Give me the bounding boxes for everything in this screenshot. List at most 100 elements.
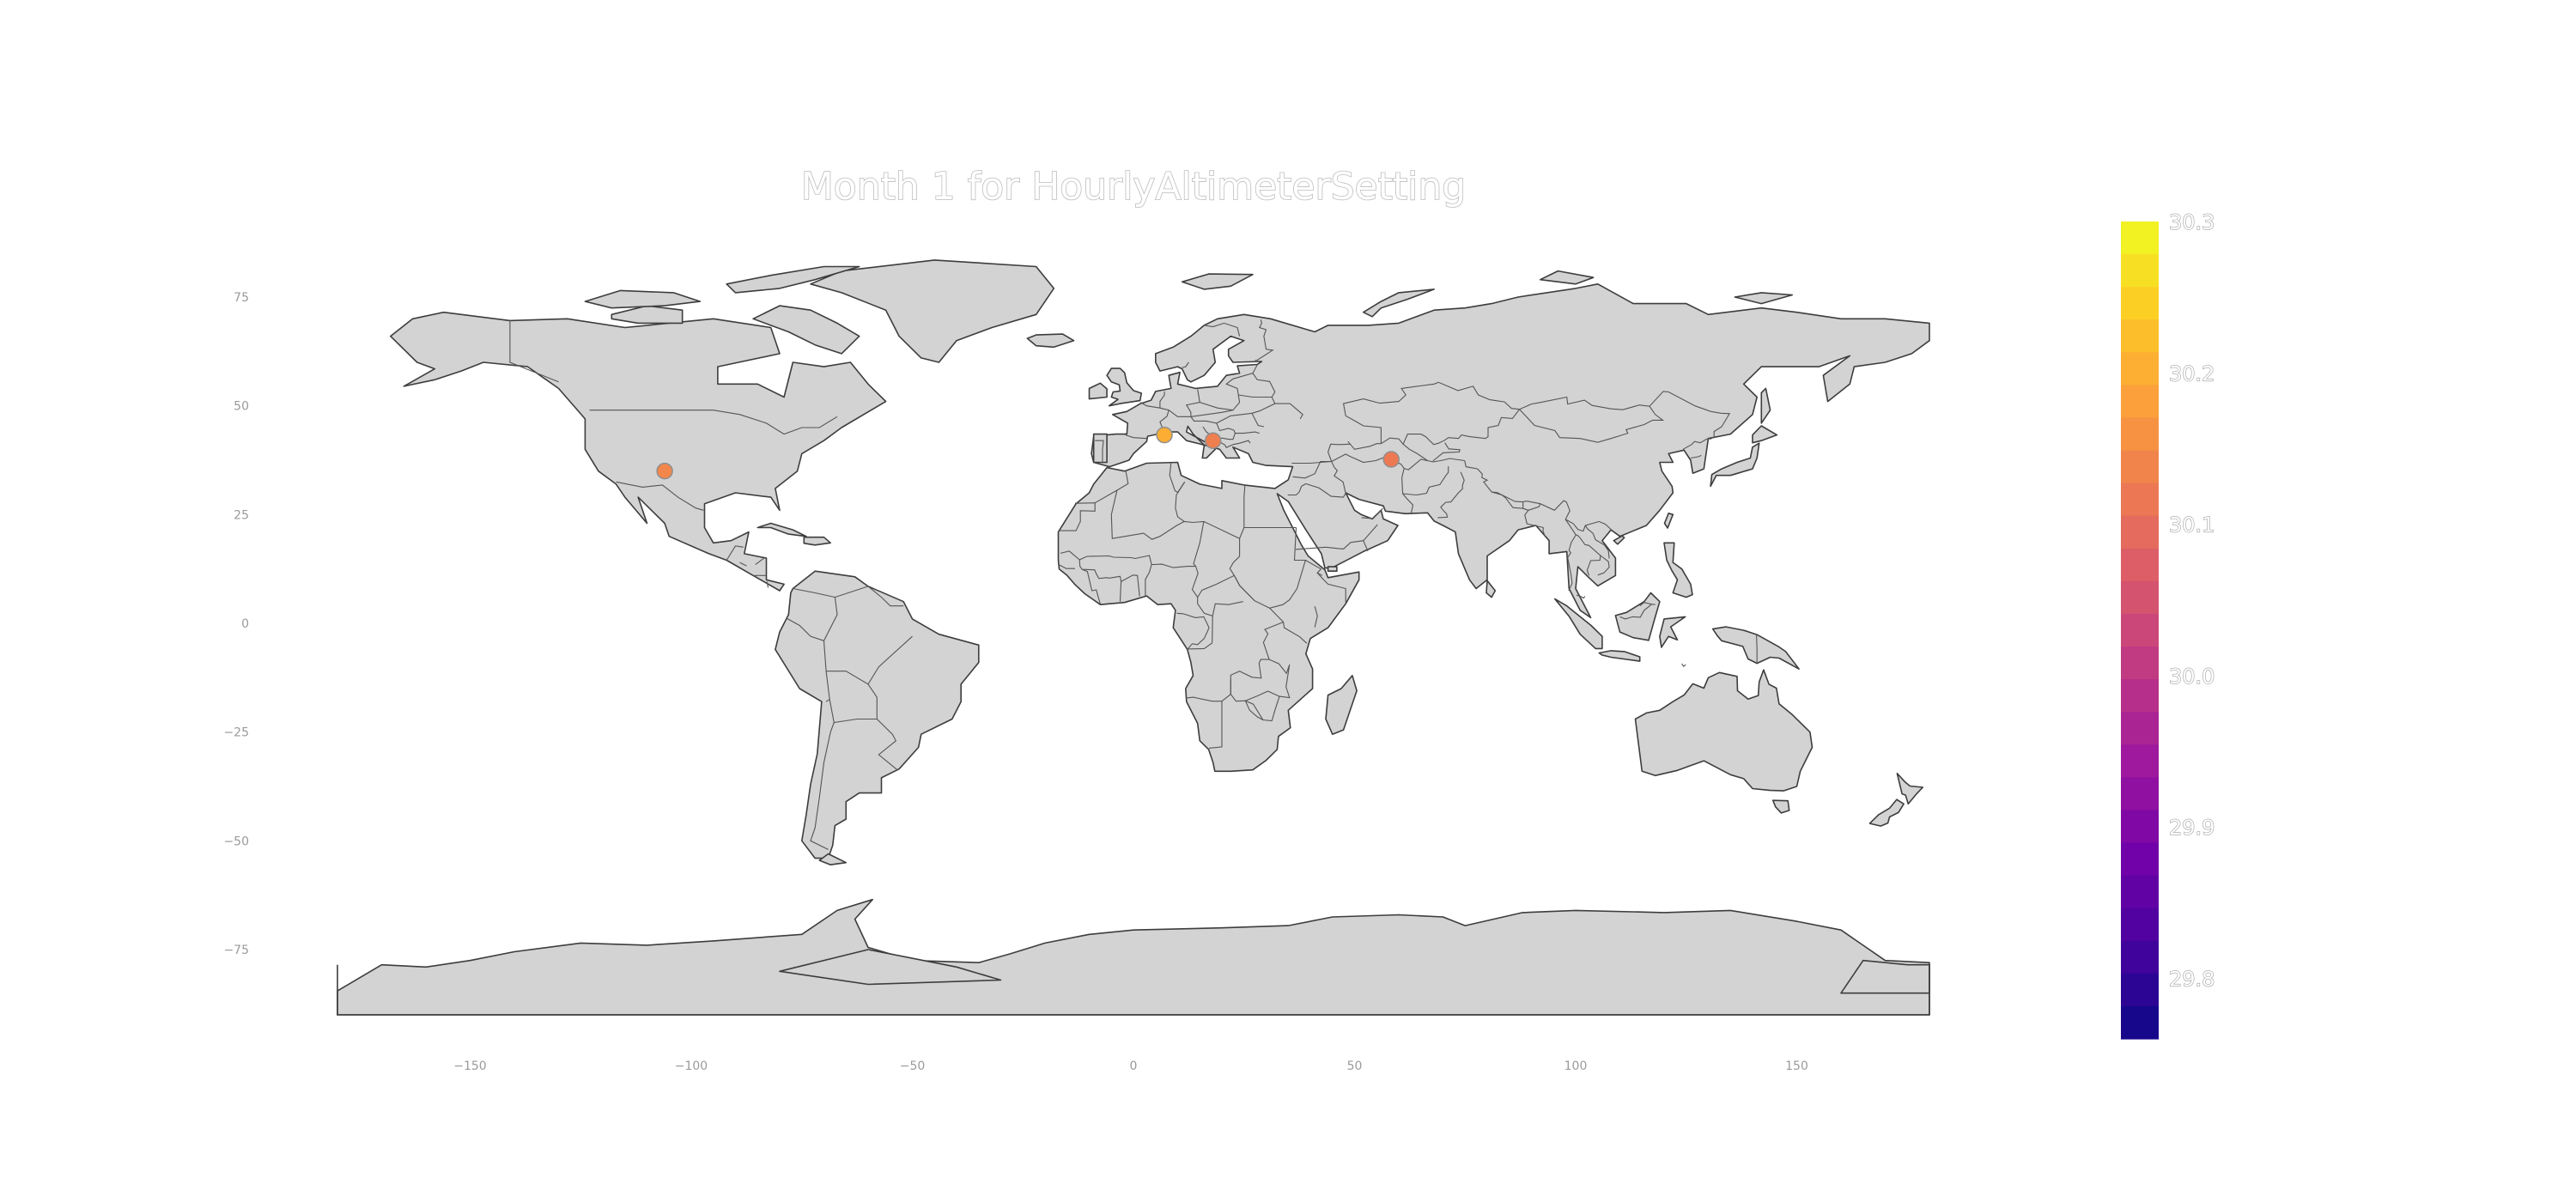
colorbar-band [2121,580,2159,615]
land-svalbard [1181,273,1254,290]
country-border-95 [1681,663,1686,668]
country-border-39 [1169,462,1186,494]
country-border-42 [1229,527,1307,609]
land-sulawesi [1659,616,1686,648]
land-taiwan [1663,513,1674,529]
country-border-65 [1287,483,1307,496]
colorbar-band [2121,908,2159,942]
country-border-64 [1305,483,1344,498]
country-border-32 [1252,373,1276,398]
land-novaya-zemlya [1363,288,1435,318]
country-border-35 [1255,319,1274,361]
y-tick-label: 50 [234,400,249,414]
colorbar-band [2121,319,2159,353]
land-arabian-sea-islands [1327,566,1338,572]
land-australia [1634,669,1814,792]
country-border-12 [829,699,878,724]
country-border-4 [739,562,747,567]
country-border-57 [1082,568,1101,604]
country-border-84 [1564,519,1601,576]
colorbar-tick-label: 30.2 [2169,361,2215,385]
country-border-75 [1402,409,1521,446]
country-border-46 [1185,679,1231,702]
country-border-50 [1176,612,1213,650]
country-border-18 [1125,434,1147,440]
country-border-92 [1756,634,1758,664]
country-border-78 [1519,405,1665,443]
land-sri-lanka [1485,580,1497,598]
country-border-8 [793,586,869,598]
colorbar-band [2121,777,2159,811]
country-border-58 [1305,560,1323,576]
land-madagascar [1325,675,1358,735]
country-border-52 [1145,563,1196,597]
country-border-63 [1327,443,1351,462]
colorbar-tick-label: 30.0 [2169,665,2215,689]
land-ellesmere-island [726,265,860,294]
colorbar-tick-label: 30.1 [2169,513,2215,537]
data-marker[interactable] [1204,432,1222,449]
data-marker[interactable] [1382,451,1400,468]
country-border-2 [616,481,704,511]
colorbar-ticks: 30.3 30.2 30.1 30.0 29.9 29.8 [2168,209,2215,992]
land-java [1598,650,1641,662]
colorbar-band [2121,712,2159,745]
colorbar-band [2121,417,2159,452]
x-tick-label: −50 [900,1059,926,1073]
country-border-23 [1190,415,1231,424]
country-border-80 [1491,491,1524,509]
country-border-88 [1437,471,1465,519]
land-sumatra [1554,598,1603,650]
country-border-74 [1342,381,1520,444]
colorbar-band [2121,1005,2159,1040]
country-border-3 [726,545,744,561]
world-landmass [337,259,1930,1016]
data-markers[interactable] [656,426,1400,480]
data-marker[interactable] [656,462,673,480]
land-new-zealand-south [1868,798,1905,827]
country-border-62 [1291,460,1332,464]
land-victoria-island [611,305,683,325]
country-border-70 [1331,453,1414,513]
country-border-38 [1110,482,1186,540]
country-border-9 [786,597,838,641]
colorbar-tick-label: 30.3 [2169,210,2215,234]
country-border-34 [1204,322,1241,337]
land-arctic-islands [584,289,702,309]
country-border-82 [1528,503,1541,511]
colorbar-band [2121,222,2159,255]
colorbar-tick-label: 29.9 [2169,816,2215,840]
country-border-54 [1121,574,1140,597]
land-baffin-island [752,305,860,355]
colorbar-band [2121,254,2159,288]
map-south-edge [337,964,1930,1016]
y-tick-label: −25 [223,726,249,740]
land-new-siberian-islands [1734,292,1794,305]
y-axis: 75 50 25 0 −25 −50 −75 [223,291,249,957]
colorbar-band [2121,483,2159,517]
land-antarctica-weddell [779,949,1002,986]
land-antarctica-ne [337,898,1930,1016]
data-marker[interactable] [1156,426,1173,444]
colorbar-band [2121,385,2159,419]
country-border-17 [1159,391,1165,409]
country-border-14 [867,635,913,685]
colorbar-band [2121,842,2159,877]
country-border-10 [823,640,898,771]
land-philippines [1663,542,1693,598]
land-japan-honshu [1710,442,1760,488]
colorbar-band [2121,287,2159,320]
land-new-zealand-north [1896,773,1924,805]
country-border-47 [1209,701,1223,749]
y-tick-label: 25 [234,508,249,522]
country-border-55 [1060,550,1080,561]
country-border-93 [1639,602,1656,607]
land-great-britain [1106,367,1143,407]
country-border-60 [1314,606,1318,628]
x-tick-label: 50 [1347,1059,1363,1073]
colorbar-band [2121,810,2159,844]
country-border-89 [1576,594,1586,599]
x-tick-label: 150 [1785,1059,1808,1073]
land-cuba [756,522,807,537]
country-border-24 [1216,422,1235,432]
